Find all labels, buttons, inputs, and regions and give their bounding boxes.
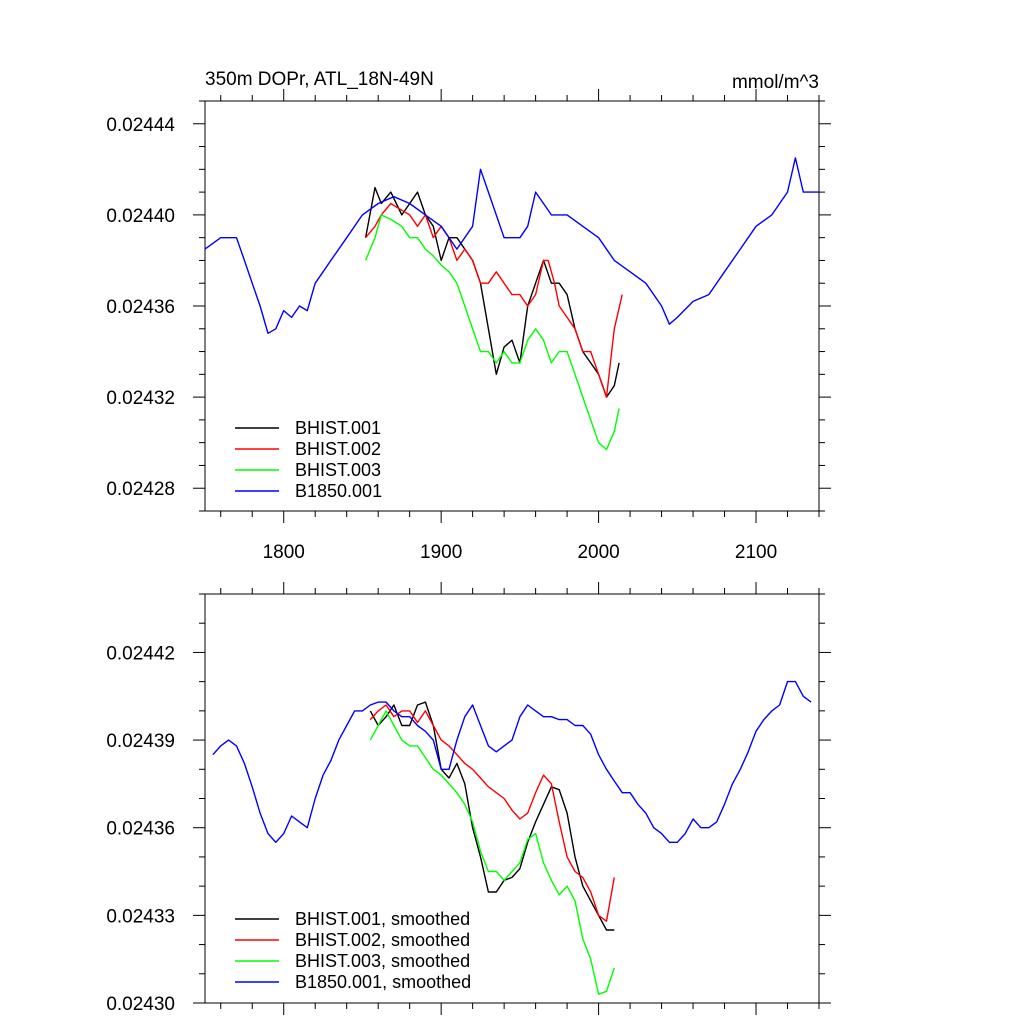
legend-label: BHIST.003 xyxy=(295,460,381,480)
legend-label: BHIST.001 xyxy=(295,418,381,438)
x-tick-label: 2000 xyxy=(577,542,619,563)
top-axis-ticks: 0.02428 0.02432 0.02436 0.02440 0.02444 1800 1… xyxy=(106,89,831,563)
legend-label: BHIST.003, smoothed xyxy=(295,951,470,971)
bottom-series-lines xyxy=(212,680,812,995)
legend-label: BHIST.002 xyxy=(295,439,381,459)
x-tick-label: 1800 xyxy=(263,542,305,563)
y-tick-label: 0.02428 xyxy=(106,479,175,500)
series-line xyxy=(204,157,819,334)
series-line xyxy=(365,202,623,398)
series-line xyxy=(369,701,615,931)
y-tick-label: 0.02440 xyxy=(106,206,175,227)
x-tick-label: 2100 xyxy=(735,542,777,563)
bottom-panel: 0.02430 0.02433 0.02436 0.02439 0.02442 BHIS… xyxy=(106,582,831,1015)
top-panel: 350m DOPr, ATL_18N-49N mmol/m^3 0.024280… xyxy=(106,69,831,563)
y-tick-label: 0.02436 xyxy=(106,819,175,840)
y-tick-label: 0.02432 xyxy=(106,388,175,409)
y-tick-label: 0.02444 xyxy=(106,115,175,136)
legend-label: BHIST.001, smoothed xyxy=(295,909,470,929)
series-line xyxy=(212,680,812,843)
y-tick-label: 0.02430 xyxy=(106,994,175,1015)
legend-label: B1850.001 xyxy=(295,481,382,501)
top-series-lines xyxy=(204,157,819,451)
y-tick-label: 0.02442 xyxy=(106,643,175,664)
legend-label: B1850.001, smoothed xyxy=(295,972,471,992)
series-line xyxy=(369,704,615,922)
series-line xyxy=(364,214,620,451)
series-line xyxy=(369,710,615,995)
y-tick-label: 0.02439 xyxy=(106,731,175,752)
series-line xyxy=(364,186,620,398)
x-tick-label: 1900 xyxy=(420,542,462,563)
bottom-axis-ticks: 0.02430 0.02433 0.02436 0.02439 0.02442 xyxy=(106,582,831,1015)
y-tick-label: 0.02436 xyxy=(106,297,175,318)
top-plot-title: 350m DOPr, ATL_18N-49N xyxy=(205,69,434,90)
top-plot-units: mmol/m^3 xyxy=(732,72,819,93)
y-tick-label: 0.02433 xyxy=(106,906,175,927)
legend-label: BHIST.002, smoothed xyxy=(295,930,470,950)
